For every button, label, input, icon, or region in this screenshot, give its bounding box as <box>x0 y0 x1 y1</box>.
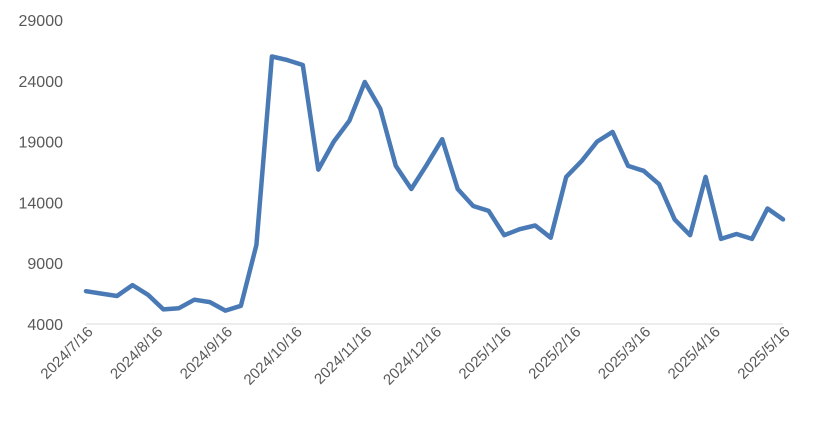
x-tick-label: 2025/3/16 <box>595 324 654 383</box>
y-tick-label: 29000 <box>19 13 64 30</box>
x-axis: 2024/7/16 2024/8/16 2024/9/16 2024/10/16 202… <box>37 324 793 389</box>
series-line <box>83 54 786 313</box>
x-tick-label: 2025/5/16 <box>734 324 793 383</box>
y-axis: 4000 9000 14000 19000 24000 29000 <box>19 13 64 334</box>
y-tick-label: 24000 <box>19 74 64 91</box>
y-tick-label: 19000 <box>19 135 64 152</box>
x-tick-label: 2025/4/16 <box>665 324 724 383</box>
x-tick-label: 2024/9/16 <box>177 324 236 383</box>
y-tick-label: 4000 <box>27 317 63 334</box>
x-tick-label: 2025/2/16 <box>525 324 584 383</box>
x-tick-label: 2024/11/16 <box>311 324 375 388</box>
y-tick-label: 14000 <box>19 195 64 212</box>
x-tick-label: 2024/8/16 <box>107 324 166 383</box>
x-tick-label: 2025/1/16 <box>456 324 515 383</box>
x-tick-label: 2024/10/16 <box>241 324 306 389</box>
y-tick-label: 9000 <box>27 256 63 273</box>
x-tick-label: 2024/12/16 <box>380 324 445 389</box>
